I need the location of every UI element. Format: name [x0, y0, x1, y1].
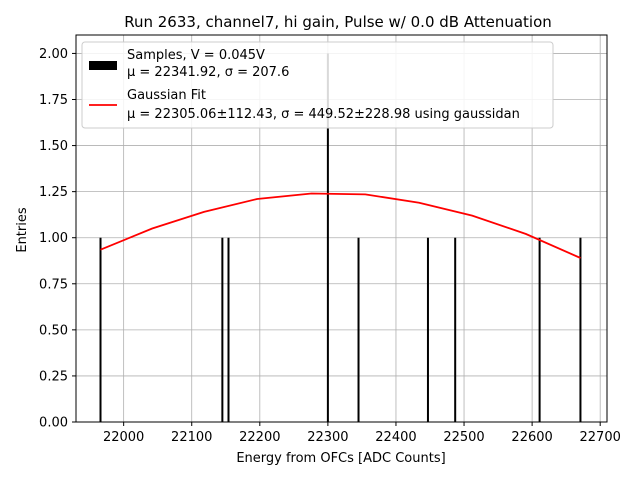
fit-layer — [100, 192, 581, 259]
legend-samples-stats: μ = 22341.92, σ = 207.6 — [127, 65, 289, 80]
x-tick-label: 22500 — [443, 430, 484, 445]
y-axis-title: Entries — [15, 207, 30, 253]
y-tick-label: 0.50 — [39, 323, 68, 338]
y-tick-label: 1.50 — [39, 139, 68, 154]
legend-fit-label: Gaussian Fit — [127, 88, 206, 103]
sample-bar — [579, 237, 582, 422]
y-tick-label: 1.25 — [39, 185, 68, 200]
y-tick-label: 0.00 — [39, 416, 68, 431]
y-tick-label: 1.75 — [39, 93, 68, 108]
sample-bar — [454, 237, 457, 422]
sample-bar — [538, 237, 541, 422]
sample-bar — [227, 237, 230, 422]
legend-fit-stats: μ = 22305.06±112.43, σ = 449.52±228.98 u… — [127, 107, 520, 122]
sample-bar — [426, 237, 429, 422]
sample-bar — [99, 237, 102, 422]
x-tick-label: 22700 — [580, 430, 621, 445]
sample-bar — [357, 237, 360, 422]
x-tick-label: 22400 — [375, 430, 416, 445]
x-axis: 22000 22100 22200 22300 22400 22500 22600 22700 — [103, 422, 621, 445]
x-axis-title: Energy from OFCs [ADC Counts] — [236, 451, 445, 466]
y-tick-label: 0.25 — [39, 369, 68, 384]
x-tick-label: 22300 — [307, 430, 348, 445]
y-tick-label: 0.75 — [39, 277, 68, 292]
y-tick-label: 2.00 — [39, 47, 68, 62]
y-axis: 0.00 0.25 0.50 0.75 1.00 1.25 1.50 1.75 2.00 — [39, 47, 76, 431]
legend-samples-label: Samples, V = 0.045V — [127, 48, 265, 63]
x-tick-label: 22100 — [171, 430, 212, 445]
x-tick-label: 22600 — [511, 430, 552, 445]
y-tick-label: 1.00 — [39, 231, 68, 246]
chart-title: Run 2633, channel7, hi gain, Pulse w/ 0.… — [124, 13, 552, 31]
legend: Samples, V = 0.045V μ = 22341.92, σ = 20… — [81, 41, 554, 129]
sample-bar — [221, 237, 224, 422]
legend-samples-swatch — [89, 61, 117, 70]
sample-bars — [99, 53, 582, 423]
x-tick-label: 22000 — [103, 430, 144, 445]
x-tick-label: 22200 — [239, 430, 280, 445]
fit-curve — [100, 192, 581, 259]
plot-frame — [75, 34, 608, 423]
legend-box — [81, 41, 554, 129]
sample-bar — [326, 53, 329, 423]
